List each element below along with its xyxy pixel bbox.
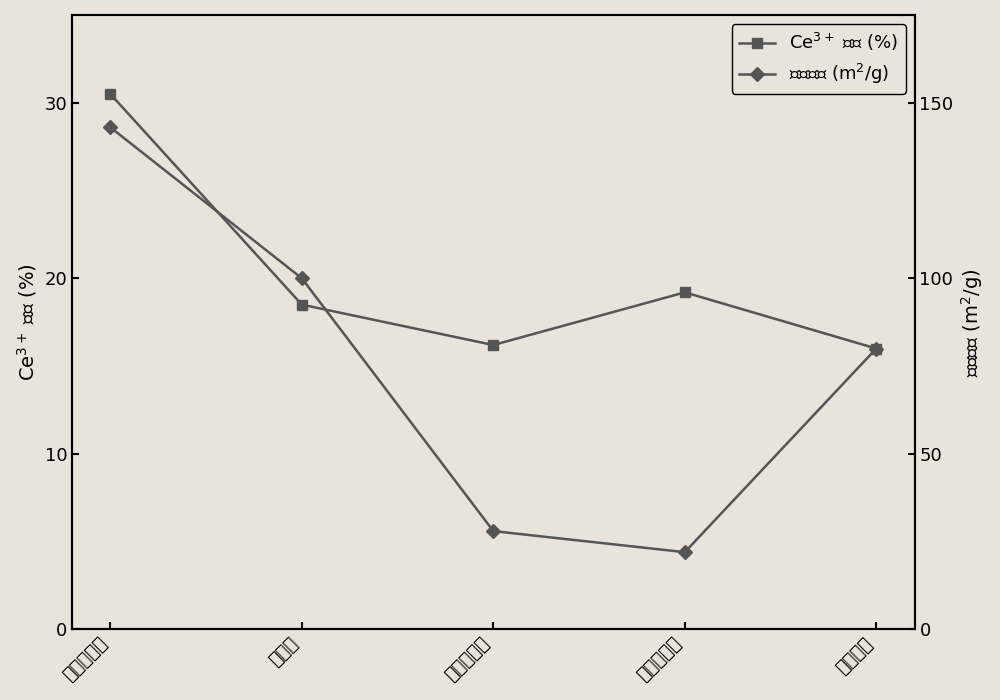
比表面积 (m$^{2}$/g) [870,344,882,353]
Legend: Ce$^{3+}$ 比例 (%), 比表面积 (m$^{2}$/g): Ce$^{3+}$ 比例 (%), 比表面积 (m$^{2}$/g) [732,24,906,94]
Ce$^{3+}$ 比例 (%) [104,90,116,98]
比表面积 (m$^{2}$/g) [487,527,499,536]
Line: Ce$^{3+}$ 比例 (%): Ce$^{3+}$ 比例 (%) [106,89,881,354]
Ce$^{3+}$ 比例 (%) [679,288,691,297]
Ce$^{3+}$ 比例 (%) [487,341,499,349]
Line: 比表面积 (m$^{2}$/g): 比表面积 (m$^{2}$/g) [106,122,881,557]
比表面积 (m$^{2}$/g) [104,123,116,132]
Ce$^{3+}$ 比例 (%) [870,344,882,353]
比表面积 (m$^{2}$/g) [679,548,691,556]
Y-axis label: Ce$^{3+}$ 比例 (%): Ce$^{3+}$ 比例 (%) [15,263,39,381]
Ce$^{3+}$ 比例 (%) [296,300,308,309]
Y-axis label: 比表面积 (m$^{2}$/g): 比表面积 (m$^{2}$/g) [959,268,985,377]
比表面积 (m$^{2}$/g) [296,274,308,283]
